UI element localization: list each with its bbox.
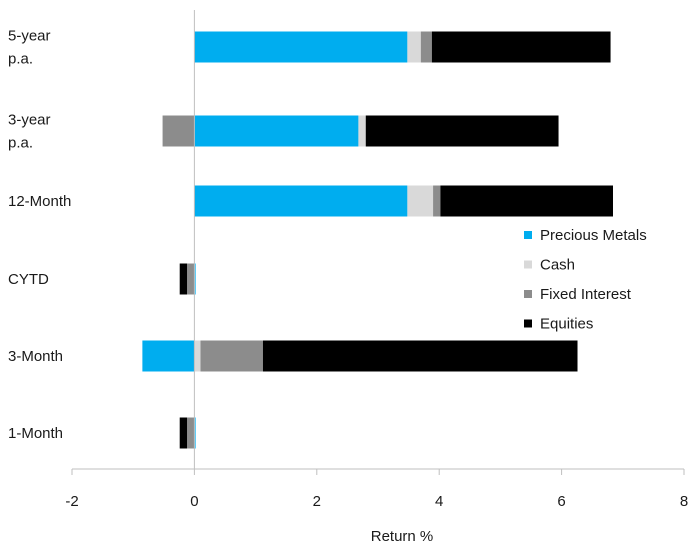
bar-segment-equities: [431, 31, 611, 63]
category-label: 1-Month: [8, 425, 63, 442]
bar-segment-equities: [262, 340, 578, 372]
legend-label: Precious Metals: [540, 227, 647, 244]
category-label: p.a.: [8, 51, 33, 68]
legend-swatch: [524, 319, 532, 328]
category-label: 5-year: [8, 28, 51, 45]
bar-segment-cash: [358, 115, 366, 147]
bar-segment-fixed-interest: [162, 115, 195, 147]
legend-swatch: [524, 290, 532, 298]
category-label: CYTD: [8, 271, 49, 288]
bar-segment-fixed-interest: [187, 417, 195, 449]
bar-segment-cash: [194, 340, 201, 372]
x-tick-label: 2: [313, 493, 321, 510]
legend-label: Fixed Interest: [540, 286, 632, 303]
x-tick-label: 6: [557, 493, 565, 510]
legend-label: Cash: [540, 257, 575, 274]
category-label: 3-year: [8, 112, 51, 129]
bar-segment-precious-metals: [142, 340, 195, 372]
legend: Precious Metals Cash Fixed Interest Equitie…: [524, 227, 647, 333]
x-axis-title: Return %: [371, 528, 434, 545]
x-tick-label: -2: [65, 493, 78, 510]
bar-segment-precious-metals: [194, 417, 196, 449]
legend-label: Equities: [540, 316, 593, 333]
bar-segment-cash: [407, 31, 421, 63]
x-tick-label: 0: [190, 493, 198, 510]
bar-segment-precious-metals: [194, 185, 408, 217]
bar-segment-equities: [179, 417, 188, 449]
bar-segment-fixed-interest: [200, 340, 263, 372]
bar-segment-fixed-interest: [420, 31, 432, 63]
x-axis-ticks: -2 0 2 4 6 8: [65, 469, 688, 510]
category-labels: 5-year p.a. 3-year p.a. 12-Month CYTD 3-Month 1…: [8, 28, 71, 443]
bar-segment-precious-metals: [194, 263, 196, 295]
legend-swatch: [524, 231, 532, 239]
category-label: 3-Month: [8, 348, 63, 365]
category-label: 12-Month: [8, 193, 71, 210]
bar-segment-equities: [440, 185, 613, 217]
bar-segment-cash: [407, 185, 434, 217]
bars-layer: [142, 31, 613, 449]
x-tick-label: 4: [435, 493, 443, 510]
bar-segment-equities: [365, 115, 559, 147]
bar-segment-equities: [179, 263, 188, 295]
category-label: p.a.: [8, 135, 33, 152]
x-tick-label: 8: [680, 493, 688, 510]
bar-segment-fixed-interest: [433, 185, 441, 217]
bar-segment-precious-metals: [194, 31, 408, 63]
bar-segment-precious-metals: [194, 115, 359, 147]
legend-swatch: [524, 260, 532, 269]
bar-segment-fixed-interest: [187, 263, 195, 295]
